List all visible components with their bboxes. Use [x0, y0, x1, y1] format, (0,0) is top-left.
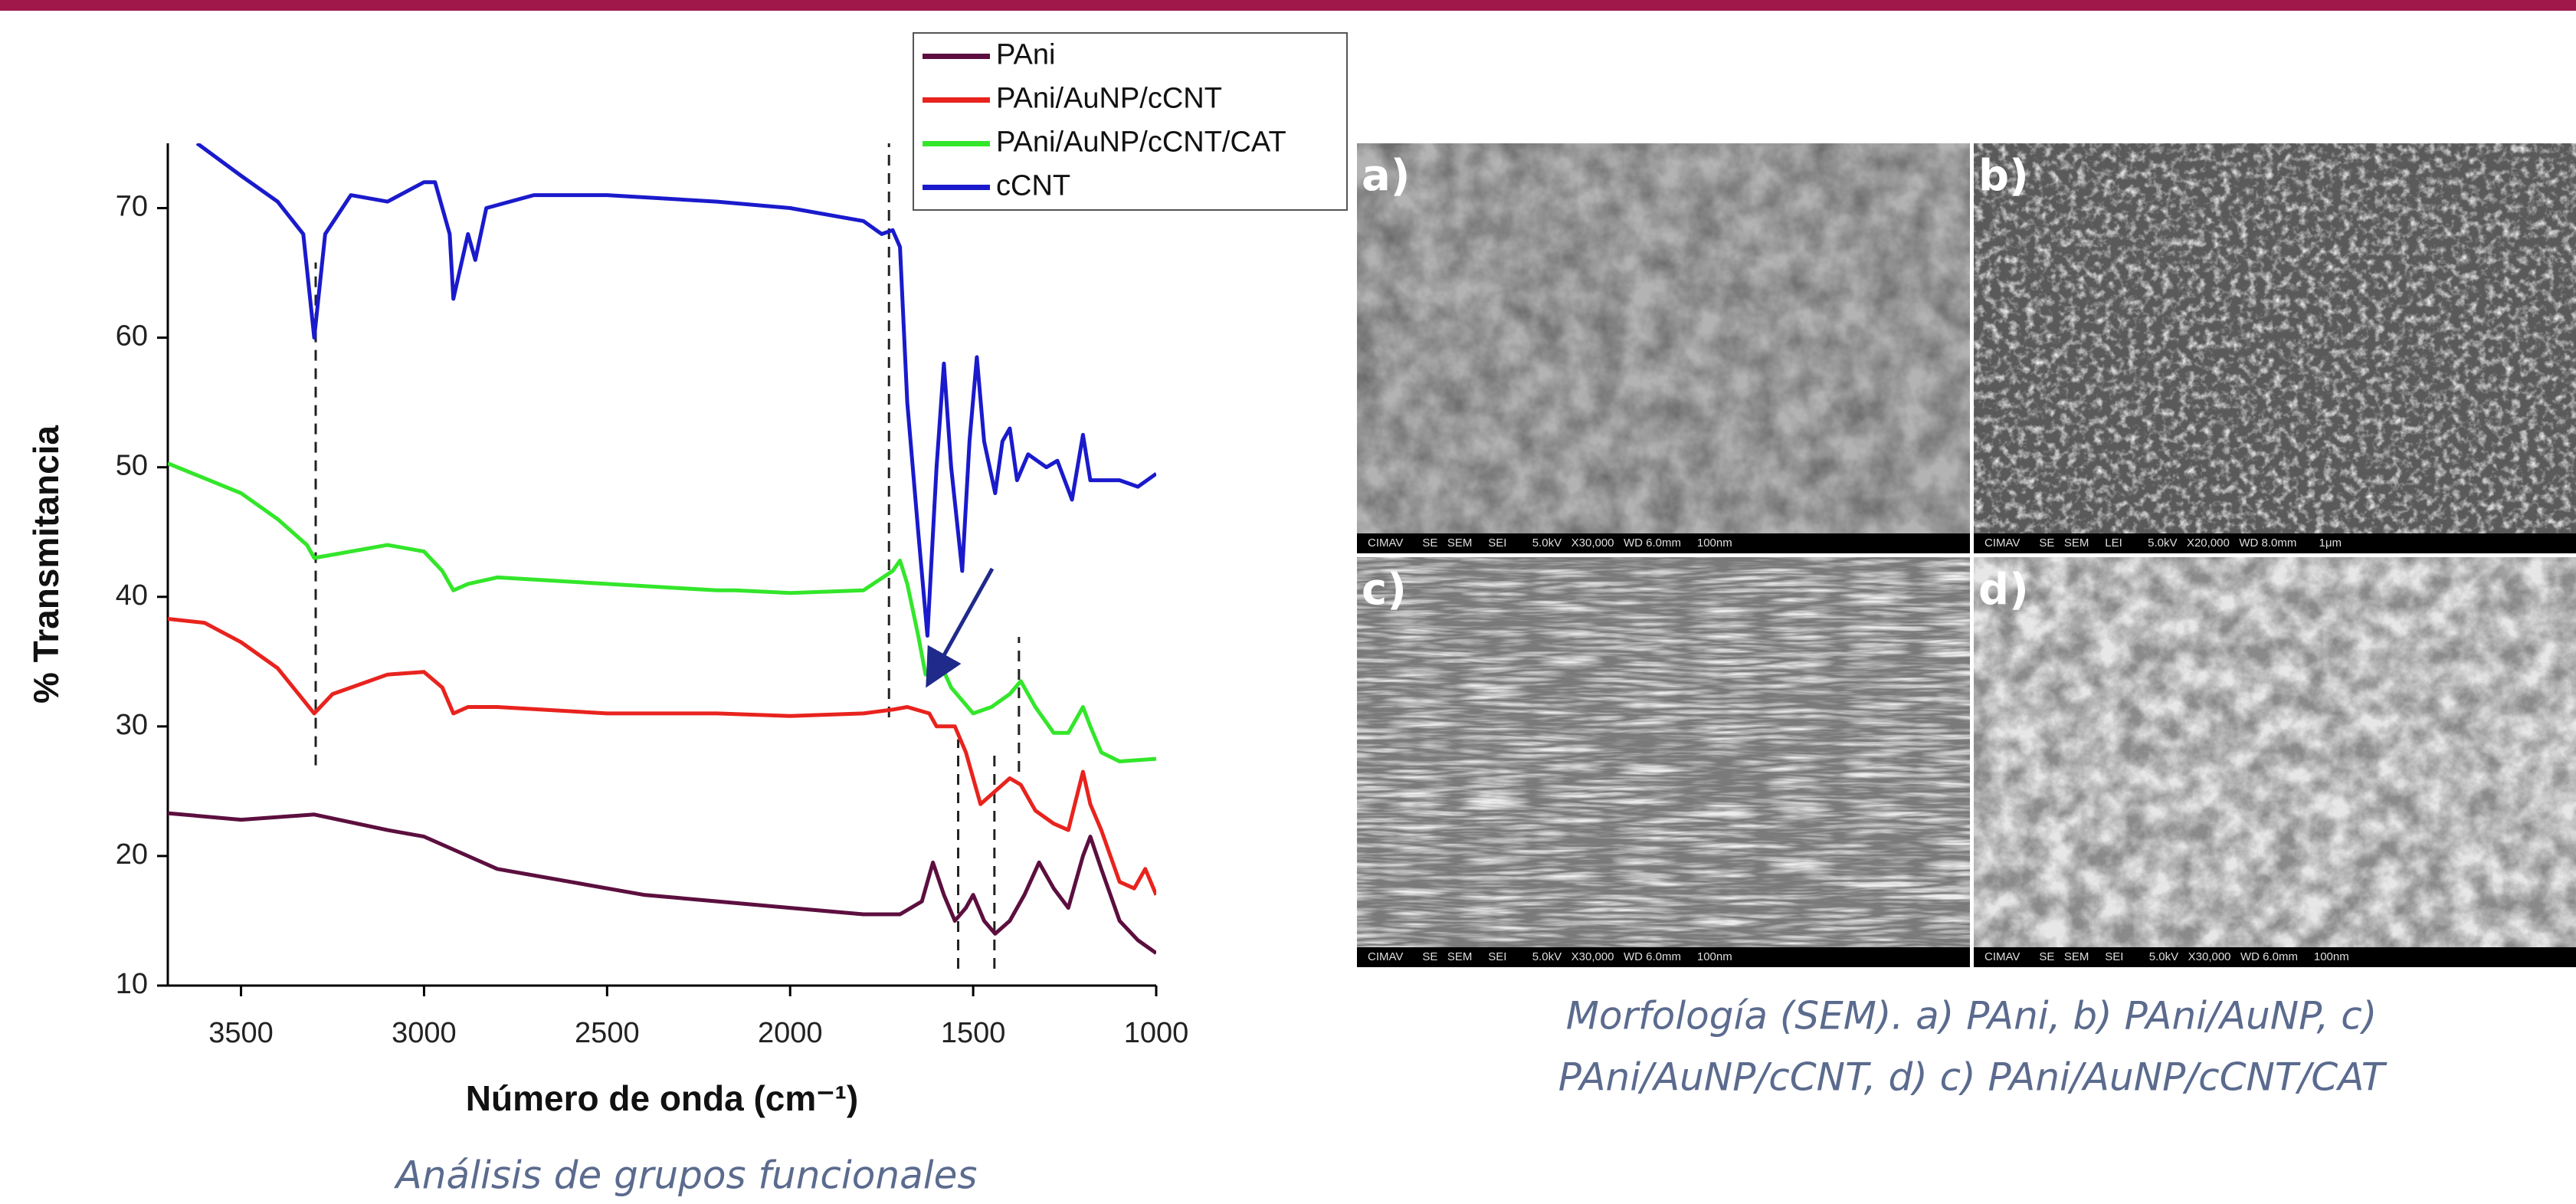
sem-info: CIMAV SE SEM SEI 5.0kV X30,000 WD 6.0mm … — [1368, 950, 1732, 963]
sem-info: CIMAV SE SEM SEI 5.0kV X30,000 WD 6.0mm … — [1368, 536, 1732, 550]
y-tick-label: 20 — [116, 838, 148, 871]
arrow — [933, 569, 992, 674]
x-axis-label: Número de onda (cm⁻¹) — [466, 1078, 858, 1118]
legend-box — [913, 33, 1347, 210]
sem-texture — [1974, 557, 2576, 967]
sem-texture — [1357, 143, 1970, 553]
y-tick-label: 60 — [116, 320, 148, 353]
y-axis-label: % Transmitancia — [26, 425, 66, 704]
sem-grid: CIMAV SE SEM SEI 5.0kV X30,000 WD 6.0mm … — [1357, 143, 2576, 967]
sem-texture — [1974, 143, 2576, 553]
legend-label: PAni/AuNP/cCNT — [996, 83, 1222, 115]
chart-caption: Análisis de grupos funcionales — [394, 1153, 978, 1198]
x-tick-label: 3000 — [392, 1017, 457, 1049]
series-line — [168, 813, 1156, 953]
x-tick-label: 2500 — [575, 1017, 640, 1049]
legend-label: PAni/AuNP/cCNT/CAT — [996, 126, 1286, 159]
sem-label: b) — [1978, 151, 2029, 201]
page: {"chart_data": {"type": "line", "xlabel"… — [0, 0, 2576, 1204]
y-tick-label: 10 — [116, 968, 148, 1000]
legend-label: PAni — [996, 39, 1055, 71]
sem-label: c) — [1362, 565, 1407, 615]
chart: 10 20 30 40 50 60 70 3500 3000 2500 2000 1500 1000 Nú… — [26, 33, 1347, 1118]
x-tick-label: 1000 — [1124, 1017, 1189, 1049]
y-tick-label: 40 — [116, 579, 148, 612]
sem-label: a) — [1362, 151, 1410, 201]
y-tick-label: 30 — [116, 709, 148, 741]
sem-texture — [1357, 557, 1970, 967]
sem-caption: PAni/AuNP/cCNT, d) c) PAni/AuNP/cCNT/CAT — [1558, 1055, 2388, 1100]
series-line — [197, 143, 1156, 636]
legend-label: cCNT — [996, 170, 1070, 202]
x-tick-label: 3500 — [208, 1017, 274, 1049]
sem-info: CIMAV SE SEM LEI 5.0kV X20,000 WD 8.0mm … — [1984, 536, 2342, 550]
x-tick-label: 1500 — [941, 1017, 1006, 1049]
sem-caption: Morfología (SEM). a) PAni, b) PAni/AuNP,… — [1566, 994, 2377, 1038]
slide: 10 20 30 40 50 60 70 3500 3000 2500 2000 1500 1000 Nú… — [0, 0, 2576, 1204]
y-tick-label: 70 — [116, 191, 148, 223]
x-tick-label: 2000 — [758, 1017, 823, 1049]
y-tick-label: 50 — [116, 450, 148, 482]
sem-label: d) — [1978, 565, 2029, 615]
header-bar — [0, 0, 2576, 11]
sem-info: CIMAV SE SEM SEI 5.0kV X30,000 WD 6.0mm … — [1984, 950, 2349, 963]
